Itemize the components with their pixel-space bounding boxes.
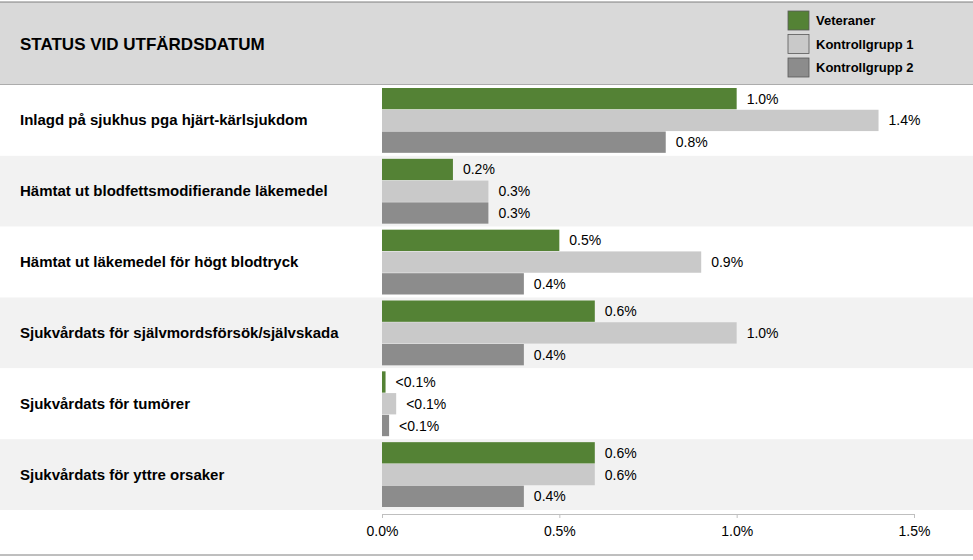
legend-label: Kontrollgrupp 1 bbox=[816, 37, 914, 52]
data-label: 0.3% bbox=[498, 205, 530, 221]
data-label: <0.1% bbox=[399, 418, 439, 434]
tick: 1.0% bbox=[721, 514, 753, 539]
row-background bbox=[0, 368, 973, 439]
data-label: 0.4% bbox=[534, 347, 566, 363]
category-label: Sjukvårdats för yttre orsaker bbox=[20, 466, 224, 483]
data-label: 0.2% bbox=[463, 161, 495, 177]
row-background bbox=[0, 298, 973, 369]
legend-swatch bbox=[788, 58, 809, 77]
data-label: 0.5% bbox=[569, 232, 601, 248]
bar bbox=[382, 251, 701, 272]
bar bbox=[382, 415, 389, 436]
category-label: Hämtat ut blodfettsmodifierande läkemede… bbox=[20, 182, 328, 199]
data-label: 0.9% bbox=[711, 254, 743, 270]
bar bbox=[382, 344, 524, 365]
bar bbox=[382, 464, 595, 485]
tick: 0.0% bbox=[367, 514, 399, 539]
chart-title: STATUS VID UTFÄRDSDATUM bbox=[20, 35, 265, 54]
row-backgrounds bbox=[0, 85, 973, 510]
category-labels: Inlagd på sjukhus pga hjärt-kärlsjukdom H… bbox=[20, 111, 339, 482]
bar bbox=[382, 230, 559, 251]
category-label: Sjukvårdats för tumörer bbox=[20, 395, 190, 412]
category-label: Inlagd på sjukhus pga hjärt-kärlsjukdom bbox=[20, 111, 308, 128]
chart: STATUS VID UTFÄRDSDATUM Veteraner Kontroll… bbox=[0, 0, 973, 560]
data-label: 0.3% bbox=[498, 183, 530, 199]
data-label: 1.0% bbox=[747, 91, 779, 107]
tick: 0.5% bbox=[544, 514, 576, 539]
tick-mark bbox=[914, 514, 915, 518]
bar bbox=[382, 442, 595, 463]
data-label: 0.6% bbox=[605, 467, 637, 483]
legend-swatch bbox=[788, 35, 809, 54]
legend-label: Kontrollgrupp 2 bbox=[816, 60, 914, 75]
data-label: 1.0% bbox=[747, 325, 779, 341]
tick: 1.5% bbox=[899, 514, 931, 539]
tick-mark bbox=[382, 514, 383, 518]
bar bbox=[382, 322, 737, 343]
data-label: 0.8% bbox=[676, 134, 708, 150]
tick-label: 0.5% bbox=[544, 523, 576, 539]
x-axis: 0.0% 0.5% 1.0% 1.5% bbox=[367, 514, 931, 539]
header-background bbox=[0, 2, 973, 85]
data-labels: 1.0% 0.2% 0.5% 0.6% <0.1% 0.6% 1.4% 0.3% 0.9% 1.0… bbox=[396, 91, 921, 505]
legend-label: Veteraner bbox=[816, 13, 875, 28]
category-label: Hämtat ut läkemedel för högt blodtryck bbox=[20, 253, 299, 270]
tick-label: 1.5% bbox=[899, 523, 931, 539]
bar bbox=[382, 110, 879, 131]
bar bbox=[382, 159, 453, 180]
bar bbox=[382, 393, 396, 414]
legend: Veteraner Kontrollgrupp 1 Kontrollgrupp 2 bbox=[788, 11, 914, 77]
data-label: <0.1% bbox=[406, 396, 446, 412]
row-background bbox=[0, 227, 973, 298]
axis-line bbox=[383, 514, 915, 515]
row-background bbox=[0, 156, 973, 227]
bars bbox=[382, 88, 879, 507]
bar bbox=[382, 181, 488, 202]
bar bbox=[382, 88, 737, 109]
tick-mark bbox=[559, 514, 560, 518]
bar bbox=[382, 273, 524, 294]
tick-mark bbox=[737, 514, 738, 518]
data-label: 1.4% bbox=[889, 112, 921, 128]
bar bbox=[382, 301, 595, 322]
category-label: Sjukvårdats för självmordsförsök/självsk… bbox=[20, 324, 339, 341]
header-top-rule bbox=[0, 2, 973, 3]
data-label: 0.4% bbox=[534, 276, 566, 292]
tick-label: 0.0% bbox=[367, 523, 399, 539]
data-label: 0.4% bbox=[534, 488, 566, 504]
row-background bbox=[0, 85, 973, 156]
bar bbox=[382, 371, 386, 392]
data-label: 0.6% bbox=[605, 303, 637, 319]
data-label: <0.1% bbox=[396, 374, 436, 390]
tick-label: 1.0% bbox=[721, 523, 753, 539]
row-background bbox=[0, 439, 973, 510]
bar bbox=[382, 202, 488, 223]
data-label: 0.6% bbox=[605, 445, 637, 461]
bar bbox=[382, 486, 524, 507]
bottom-rule bbox=[0, 555, 973, 556]
legend-swatch bbox=[788, 11, 809, 30]
bar bbox=[382, 132, 666, 153]
